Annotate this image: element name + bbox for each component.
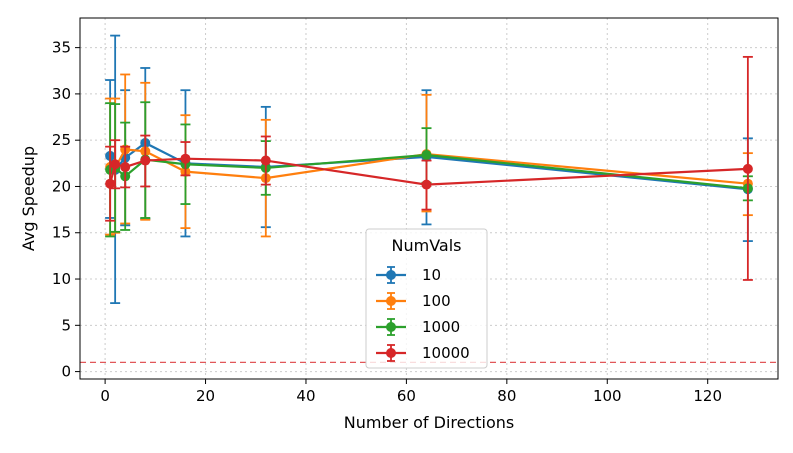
legend-label: 10 (422, 266, 441, 284)
y-axis-title: Avg Speedup (19, 146, 38, 251)
legend-marker (386, 296, 396, 306)
ticks: 0 20 40 60 80 100 120 0 5 10 15 20 25 30 35 (52, 39, 722, 405)
data-point (110, 159, 121, 170)
x-tick-label: 120 (693, 387, 722, 405)
data-point (260, 155, 271, 166)
legend-box (365, 228, 488, 369)
plot-frame (79, 17, 779, 380)
data-point (105, 178, 116, 189)
y-tick-label: 0 (61, 363, 71, 381)
data-point (140, 155, 151, 166)
legend-item-100: 100 (376, 292, 451, 310)
x-tick-label: 80 (497, 387, 516, 405)
data-point (180, 153, 191, 164)
data-point (120, 162, 131, 173)
legend-item-10000: 10000 (376, 344, 470, 362)
x-tick-label: 0 (100, 387, 110, 405)
series-10000 (105, 55, 753, 281)
y-tick-label: 30 (52, 85, 71, 103)
y-tick-label: 25 (52, 131, 71, 149)
legend-label: 10000 (422, 344, 470, 362)
legend-label: 1000 (422, 318, 460, 336)
legend-marker (386, 322, 396, 332)
legend-items: 10 100 1000 10000 (376, 266, 470, 362)
legend-item-1000: 1000 (376, 318, 460, 336)
y-tick-label: 10 (52, 270, 71, 288)
legend-marker (386, 348, 396, 358)
legend-item-10: 10 (376, 266, 441, 284)
legend-label: 100 (422, 292, 451, 310)
x-axis-title: Number of Directions (344, 413, 514, 432)
legend: NumVals 10 100 1000 10000 (365, 228, 488, 369)
data-point (421, 149, 432, 160)
series-1000 (105, 101, 753, 238)
series-layer (105, 34, 753, 304)
legend-marker (386, 270, 396, 280)
y-tick-label: 35 (52, 39, 71, 57)
y-tick-label: 5 (61, 316, 71, 334)
data-point (742, 163, 753, 174)
y-tick-label: 15 (52, 224, 71, 242)
x-tick-label: 100 (593, 387, 622, 405)
x-tick-label: 40 (296, 387, 315, 405)
grid (80, 18, 778, 379)
x-tick-label: 60 (397, 387, 416, 405)
x-tick-label: 20 (196, 387, 215, 405)
legend-title: NumVals (392, 236, 462, 255)
y-tick-label: 20 (52, 177, 71, 195)
data-point (421, 179, 432, 190)
